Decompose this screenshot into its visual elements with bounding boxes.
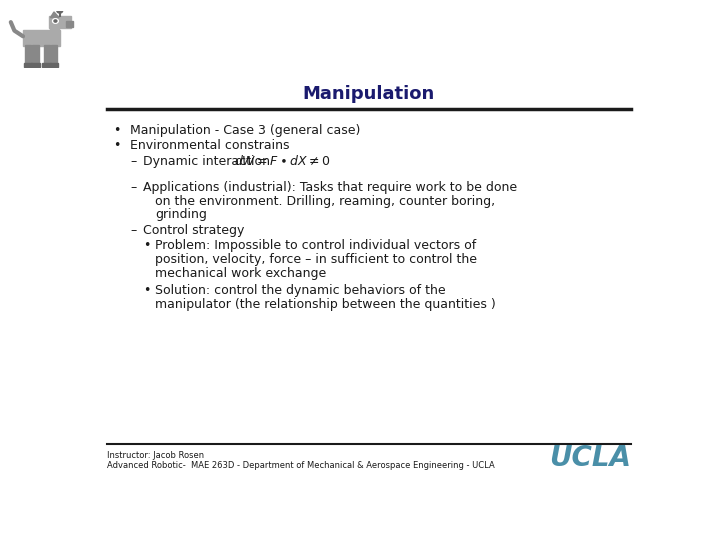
Bar <box>31 63 40 67</box>
Text: position, velocity, force – in sufficient to control the: position, velocity, force – in sufficien… <box>155 253 477 266</box>
Bar <box>50 45 58 65</box>
Circle shape <box>57 9 63 13</box>
Bar <box>24 63 32 67</box>
Circle shape <box>53 19 58 23</box>
Text: UCLA: UCLA <box>549 443 631 471</box>
Text: Advanced Robotic-  MAE 263D - Department of Mechanical & Aerospace Engineering -: Advanced Robotic- MAE 263D - Department … <box>107 461 495 470</box>
Bar <box>49 16 71 28</box>
Text: on the environment. Drilling, reaming, counter boring,: on the environment. Drilling, reaming, c… <box>155 194 495 207</box>
Text: –: – <box>130 154 137 167</box>
Bar <box>50 26 59 36</box>
Circle shape <box>54 20 57 22</box>
Text: –: – <box>130 181 137 194</box>
Text: grinding: grinding <box>155 208 207 221</box>
Bar <box>50 63 58 67</box>
Text: Applications (industrial): Tasks that require work to be done: Applications (industrial): Tasks that re… <box>143 181 517 194</box>
Text: Manipulation: Manipulation <box>303 85 435 103</box>
Text: Problem: Impossible to control individual vectors of: Problem: Impossible to control individua… <box>155 239 477 252</box>
Text: –: – <box>130 224 137 237</box>
Text: manipulator (the relationship between the quantities ): manipulator (the relationship between th… <box>155 298 496 310</box>
Bar <box>24 45 32 65</box>
Bar <box>66 21 73 26</box>
Text: •: • <box>113 139 121 152</box>
Text: •: • <box>113 124 121 137</box>
Text: Dynamic interaction: Dynamic interaction <box>143 154 270 167</box>
Text: mechanical work exchange: mechanical work exchange <box>155 267 326 280</box>
Text: Environmental constrains: Environmental constrains <box>130 139 289 152</box>
Text: •: • <box>143 284 150 297</box>
Text: Manipulation - Case 3 (general case): Manipulation - Case 3 (general case) <box>130 124 361 137</box>
Text: Solution: control the dynamic behaviors of the: Solution: control the dynamic behaviors … <box>155 284 446 297</box>
Bar <box>44 45 50 65</box>
Bar <box>42 63 51 67</box>
Text: •: • <box>143 239 150 252</box>
Polygon shape <box>50 12 59 18</box>
Text: Instructor: Jacob Rosen: Instructor: Jacob Rosen <box>107 451 204 460</box>
Text: Control strategy: Control strategy <box>143 224 244 237</box>
Text: $dW = F \bullet dX \neq 0$: $dW = F \bullet dX \neq 0$ <box>234 154 330 168</box>
Bar <box>32 45 39 65</box>
Bar <box>23 30 60 46</box>
